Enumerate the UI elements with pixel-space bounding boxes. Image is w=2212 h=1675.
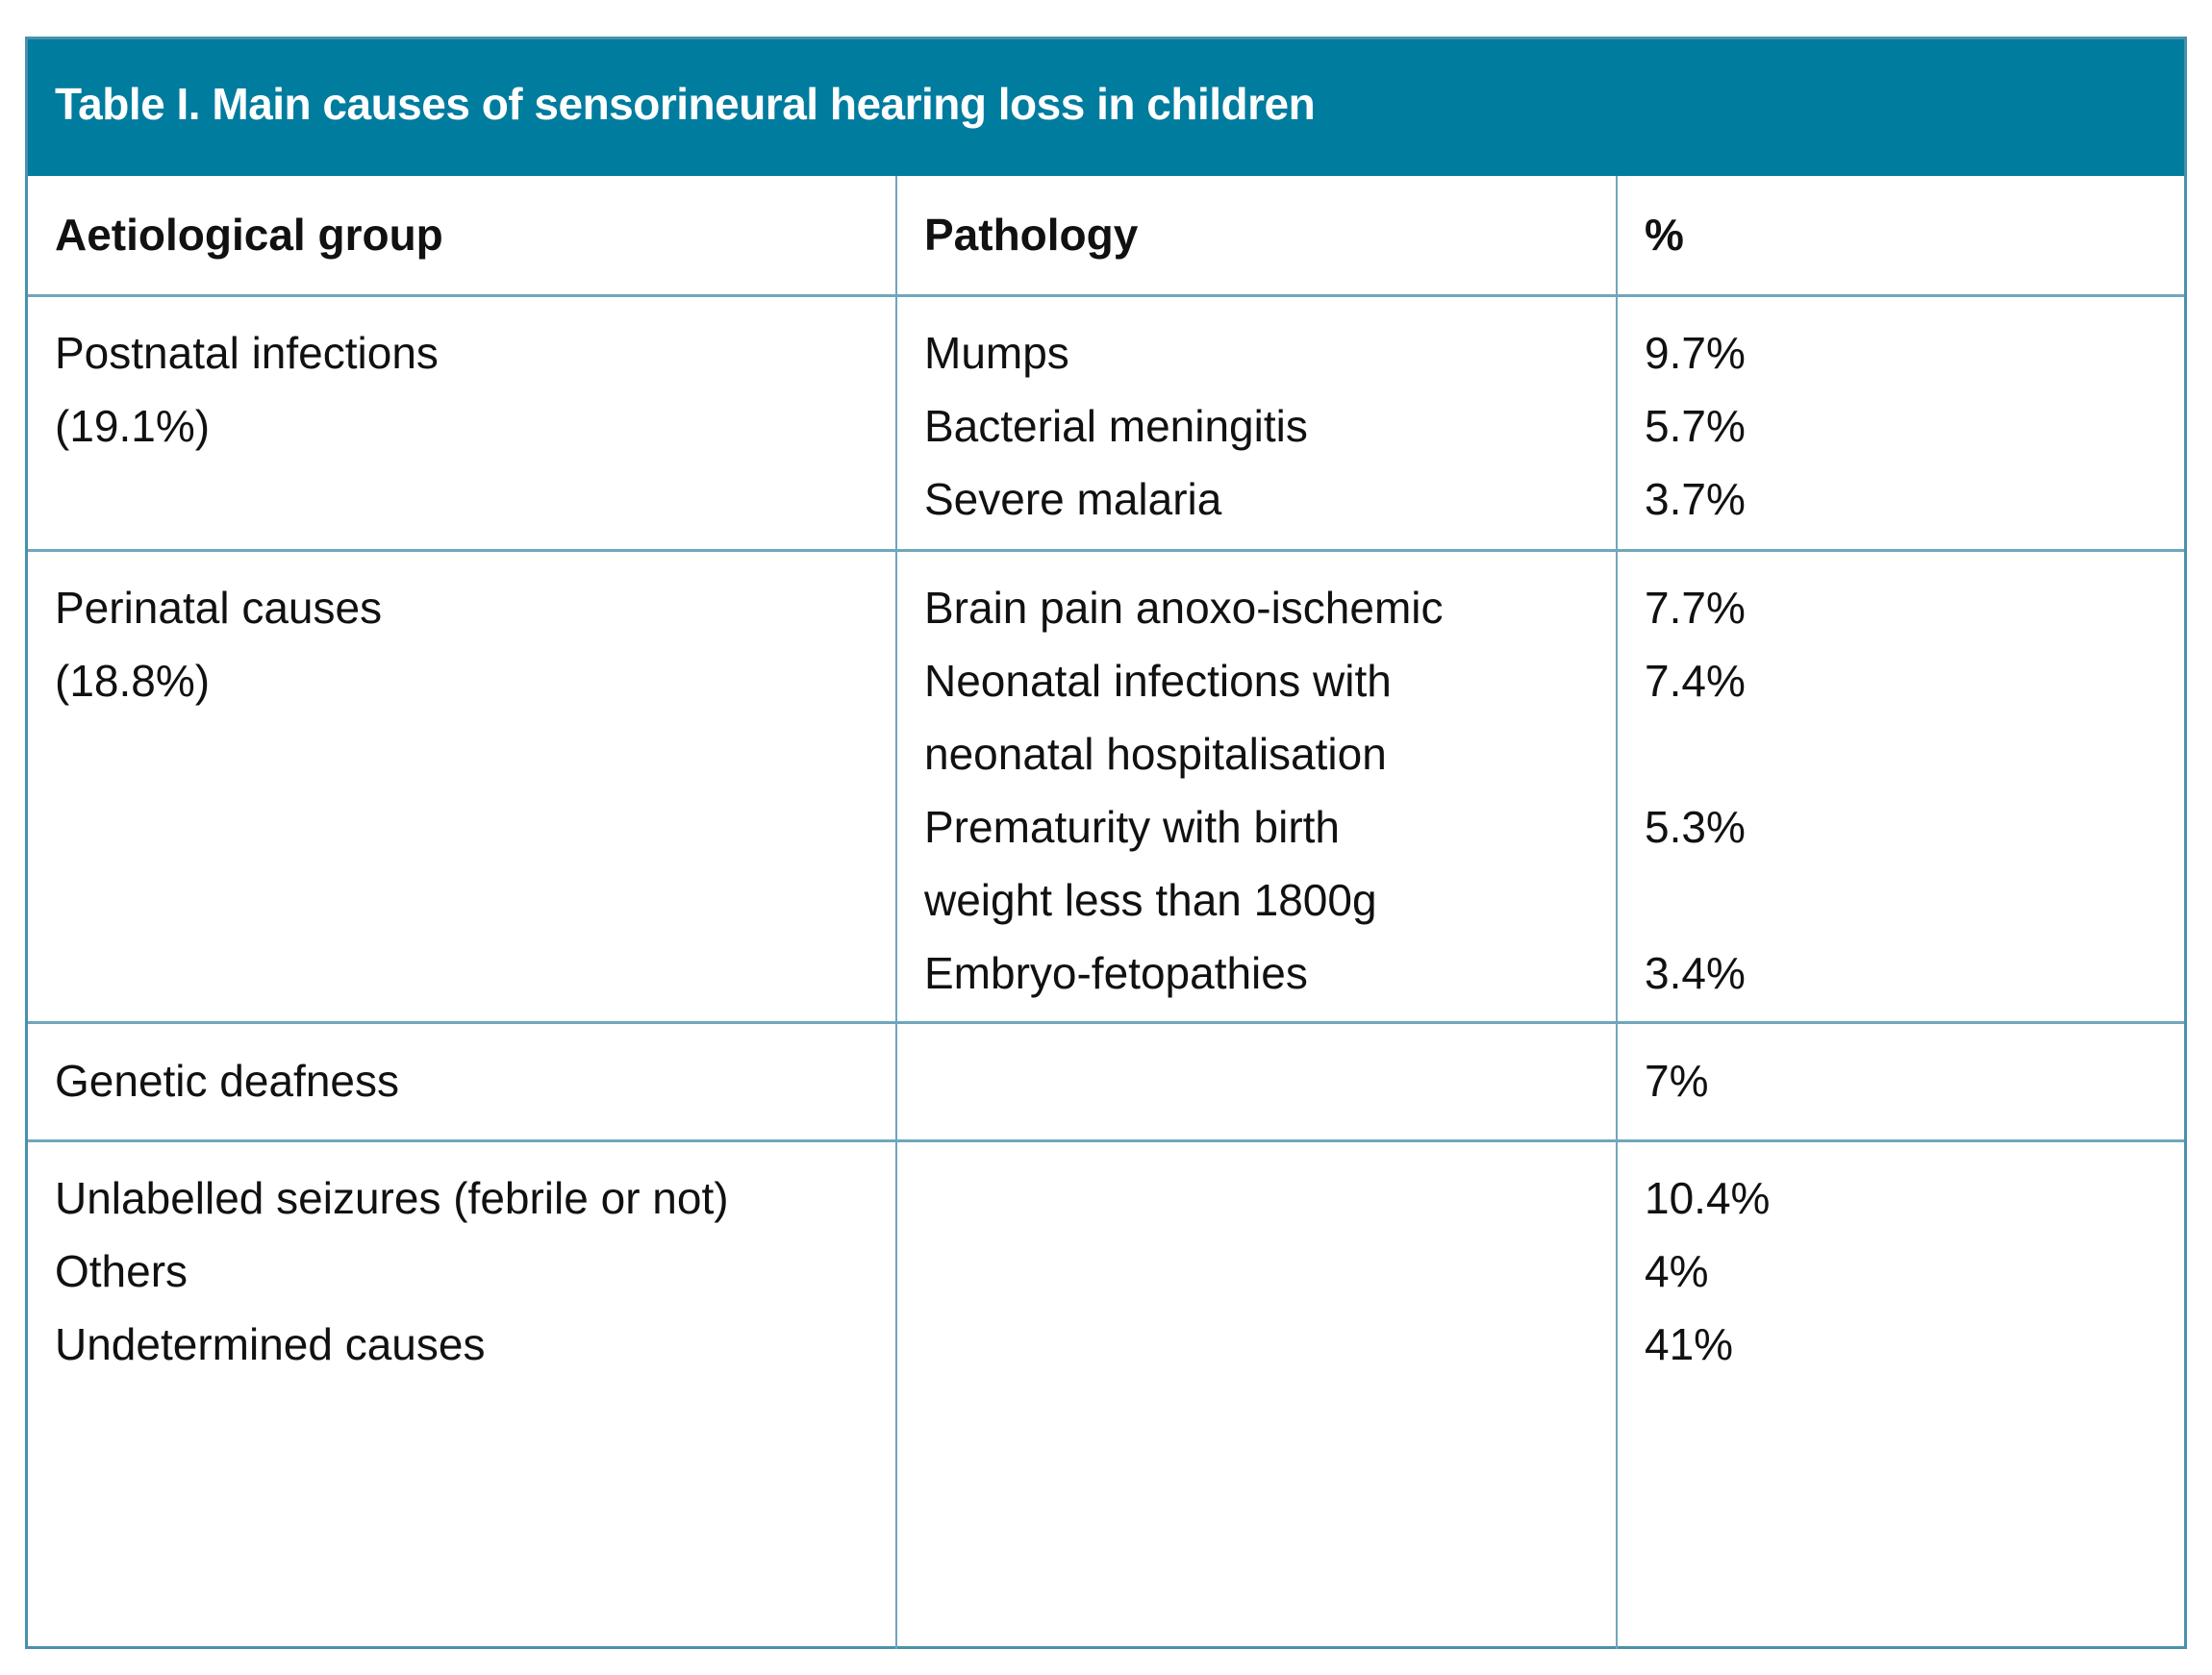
percent-cell: 7% [1645, 1044, 1708, 1117]
group-label: Postnatal infections [55, 328, 439, 378]
group-cell: Genetic deafness [55, 1044, 399, 1117]
pathology-item: Neonatal infections with [924, 656, 1392, 706]
pathology-item: Embryo-fetopathies [924, 948, 1308, 998]
group-label: Perinatal causes [55, 583, 383, 633]
percent-value: 5.3% [1645, 802, 1746, 852]
column-header-percent: % [1645, 210, 1684, 260]
pathology-item: Mumps [924, 328, 1069, 378]
percent-spacer [1645, 863, 1746, 937]
pathology-item: weight less than 1800g [924, 875, 1377, 925]
group-cell: Unlabelled seizures (febrile or not) Oth… [55, 1162, 729, 1381]
group-label: Undetermined causes [55, 1319, 486, 1369]
percent-cell: 7.7% 7.4% 5.3% 3.4% [1645, 571, 1746, 1010]
pathology-item: neonatal hospitalisation [924, 729, 1387, 779]
causes-table: Table I. Main causes of sensorineural he… [25, 37, 2187, 1649]
pathology-cell: Brain pain anoxo-ischemic Neonatal infec… [924, 571, 1444, 1010]
column-header-pathology: Pathology [924, 210, 1139, 260]
percent-value: 7.7% [1645, 583, 1746, 633]
row-divider [28, 549, 2184, 552]
column-header-group: Aetiological group [55, 210, 443, 260]
percent-value: 5.7% [1645, 401, 1746, 451]
table-title: Table I. Main causes of sensorineural he… [55, 79, 1316, 129]
pathology-item: Brain pain anoxo-ischemic [924, 583, 1444, 633]
group-percent: (18.8%) [55, 656, 211, 706]
pathology-cell: Mumps Bacterial meningitis Severe malari… [924, 316, 1308, 536]
percent-cell: 9.7% 5.7% 3.7% [1645, 316, 1746, 536]
row-divider [28, 1139, 2184, 1142]
percent-value: 41% [1645, 1319, 1734, 1369]
row-divider [28, 1021, 2184, 1024]
column-divider [895, 176, 897, 1649]
percent-cell: 10.4% 4% 41% [1645, 1162, 1770, 1381]
table-title-band: Table I. Main causes of sensorineural he… [28, 39, 2184, 176]
pathology-item: Severe malaria [924, 474, 1222, 524]
percent-spacer [1645, 717, 1746, 790]
group-cell: Postnatal infections (19.1%) [55, 316, 439, 462]
percent-value: 9.7% [1645, 328, 1746, 378]
group-cell: Perinatal causes (18.8%) [55, 571, 382, 717]
group-label: Unlabelled seizures (febrile or not) [55, 1173, 729, 1223]
column-divider [1616, 176, 1618, 1649]
pathology-item: Bacterial meningitis [924, 401, 1308, 451]
percent-value: 3.4% [1645, 948, 1746, 998]
percent-value: 10.4% [1645, 1173, 1771, 1223]
group-label: Others [55, 1246, 189, 1296]
group-percent: (19.1%) [55, 401, 211, 451]
group-label: Genetic deafness [55, 1056, 400, 1106]
header-row-divider [28, 294, 2184, 297]
percent-value: 3.7% [1645, 474, 1746, 524]
percent-value: 7.4% [1645, 656, 1746, 706]
pathology-item: Prematurity with birth [924, 802, 1341, 852]
percent-value: 4% [1645, 1246, 1709, 1296]
percent-value: 7% [1645, 1056, 1709, 1106]
